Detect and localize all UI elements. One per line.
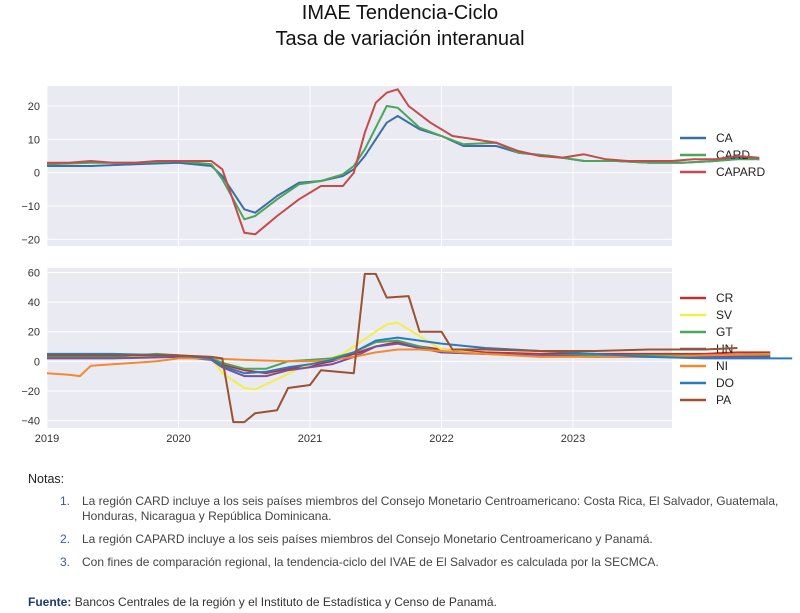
series-line-do <box>47 336 793 375</box>
note-item-2: 2. La región CAPARD incluye a los seis p… <box>60 532 788 547</box>
source-label: Fuente: <box>28 595 72 609</box>
note-number: 3. <box>60 555 71 569</box>
y-tick-label: −40 <box>21 416 40 428</box>
y-tick-label: 0 <box>34 356 40 368</box>
y-tick-label: 40 <box>28 297 40 309</box>
legend-label-capard: CAPARD <box>716 165 765 179</box>
note-text: La región CARD incluye a los seis países… <box>82 494 779 523</box>
x-tick-label: 2021 <box>298 433 322 445</box>
note-number: 2. <box>60 532 71 546</box>
y-tick-label: 20 <box>28 101 40 113</box>
legend-label-gt: GT <box>716 325 733 339</box>
y-tick-label: −10 <box>21 201 40 213</box>
legend-label-ni: NI <box>716 359 728 373</box>
y-tick-label: 60 <box>28 267 40 279</box>
legend-label-do: DO <box>716 376 734 390</box>
plot-area <box>47 268 672 428</box>
x-tick-label: 2020 <box>166 433 190 445</box>
legend-label-card: CARD <box>716 148 750 162</box>
notes-heading: Notas: <box>28 472 65 486</box>
x-tick-label: 2019 <box>35 433 59 445</box>
notes-section: Notas: 1. La región CARD incluye a los s… <box>28 472 788 578</box>
legend-label-ca: CA <box>716 131 733 145</box>
source-line: Fuente: Bancos Centrales de la región y … <box>28 595 497 609</box>
y-tick-label: 0 <box>34 168 40 180</box>
x-tick-label: 2023 <box>561 433 585 445</box>
x-tick-label: 2022 <box>429 433 453 445</box>
y-tick-label: 20 <box>28 327 40 339</box>
chart-subtitle: Tasa de variación interanual <box>275 28 525 50</box>
note-text: Con fines de comparación regional, la te… <box>82 555 659 569</box>
plot-area <box>47 86 672 246</box>
source-text: Bancos Centrales de la región y el Insti… <box>74 595 497 609</box>
note-number: 1. <box>60 494 71 508</box>
title-block: IMAE Tendencia-Ciclo Tasa de variación i… <box>0 0 800 52</box>
chart-title: IMAE Tendencia-Ciclo <box>301 2 499 24</box>
note-item-1: 1. La región CARD incluye a los seis paí… <box>60 494 788 524</box>
charts-canvas: 20 10 0 −10 −20 CA CARD CAPARD 60 40 20 0 −20 −40 2019… <box>21 86 793 445</box>
y-tick-label: −20 <box>21 234 40 246</box>
legend-label-sv: SV <box>716 308 732 322</box>
legend-label-cr: CR <box>716 291 734 305</box>
series-line-capard <box>47 88 760 236</box>
note-item-3: 3. Con fines de comparación regional, la… <box>60 555 788 570</box>
note-text: La región CAPARD incluye a los seis país… <box>82 532 653 546</box>
y-tick-label: 10 <box>28 134 40 146</box>
legend-label-pa: PA <box>716 393 731 407</box>
y-tick-label: −20 <box>21 386 40 398</box>
series-line-pa <box>47 272 738 424</box>
